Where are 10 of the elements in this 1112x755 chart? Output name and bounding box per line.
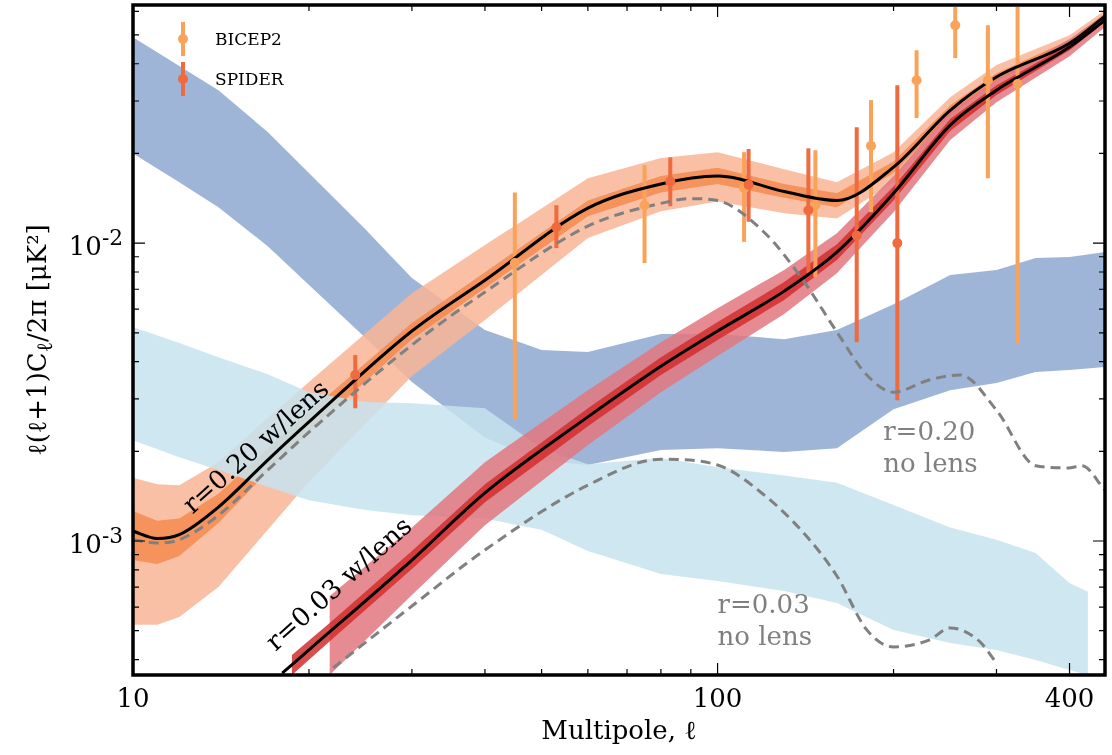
y-tick-label: 10$^{-3}$	[68, 523, 123, 559]
annotation: r=0.03 no lens	[717, 588, 813, 651]
x-axis-title: Multipole, ℓ	[541, 715, 697, 746]
y-tick-label: 10$^{-2}$	[68, 225, 123, 261]
legend-label: BICEP2	[215, 29, 282, 49]
x-tick-label: 10	[116, 683, 150, 713]
x-tick-label: 100	[692, 683, 743, 713]
annotation: r=0.20 no lens	[883, 415, 978, 478]
x-tick-label: 400	[1044, 683, 1095, 713]
legend-label: SPIDER	[215, 69, 284, 89]
